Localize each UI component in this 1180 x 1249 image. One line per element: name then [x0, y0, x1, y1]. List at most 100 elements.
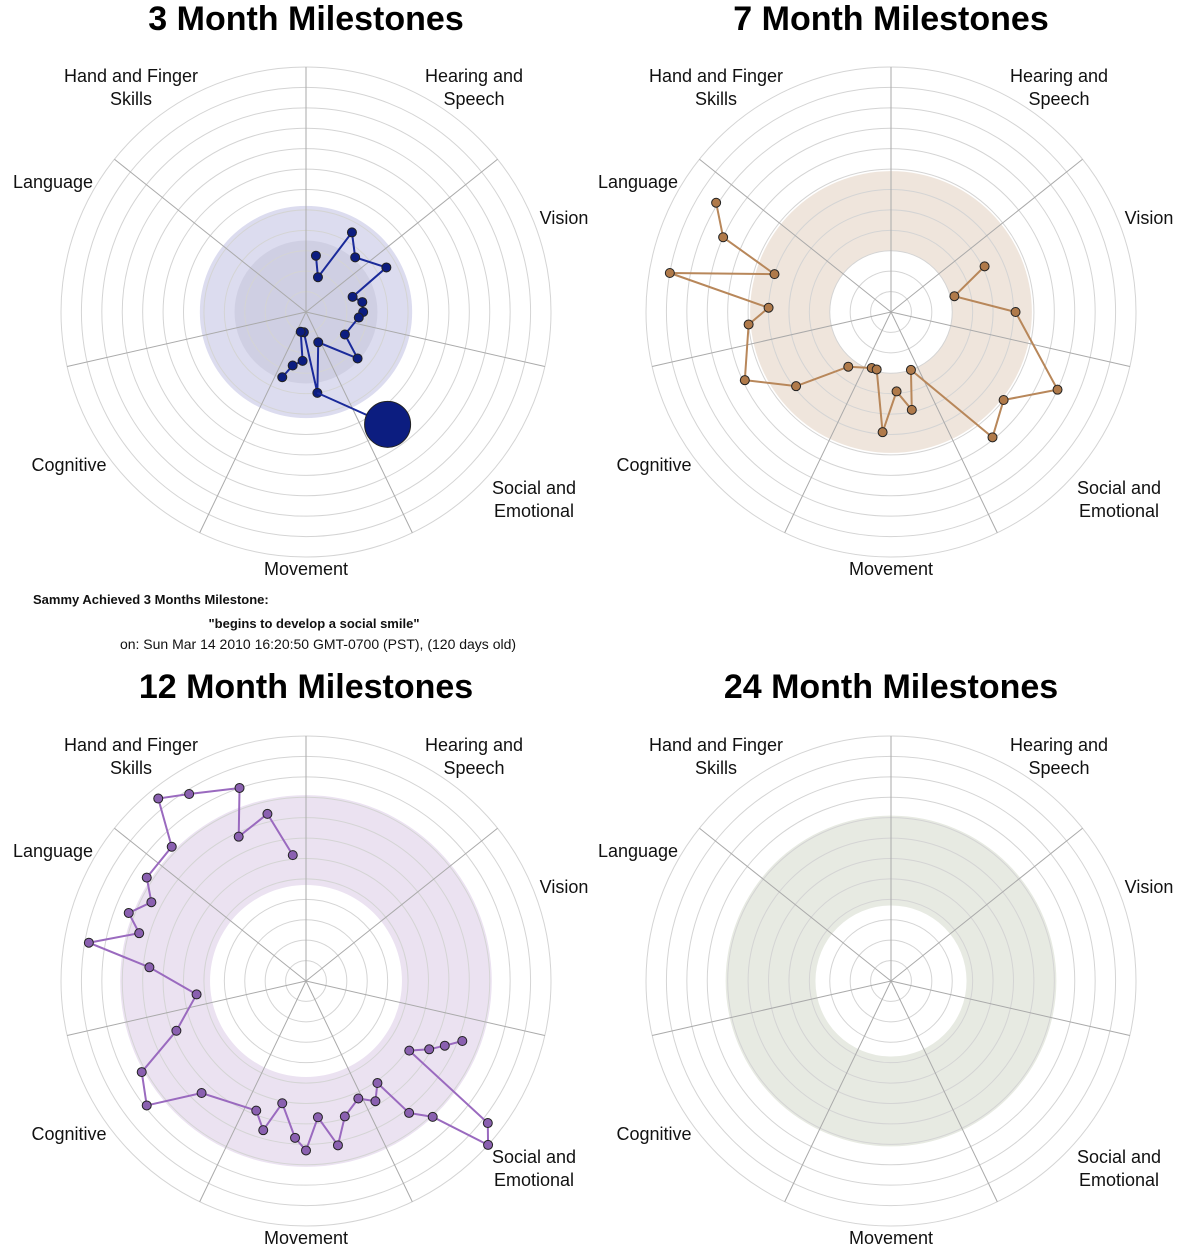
data-point — [381, 262, 392, 273]
data-point — [891, 386, 902, 397]
spoke — [652, 311, 892, 368]
data-point — [404, 1045, 415, 1056]
data-point — [871, 364, 882, 375]
data-point — [123, 907, 134, 918]
axis-label: Hearing and Speech — [424, 66, 524, 109]
data-point — [763, 302, 774, 313]
spoke — [199, 311, 307, 533]
data-point — [339, 1111, 350, 1122]
spoke — [305, 980, 413, 1202]
data-point — [146, 897, 157, 908]
data-point — [949, 291, 960, 302]
chart-title: 24 Month Milestones — [723, 668, 1059, 706]
data-point — [233, 831, 244, 842]
data-point — [769, 269, 780, 280]
data-point — [310, 250, 321, 261]
data-point — [301, 1145, 311, 1156]
chart-title: 3 Month Milestones — [148, 0, 464, 38]
data-point — [711, 197, 722, 208]
data-point — [290, 1132, 301, 1143]
axis-label: Movement — [848, 1227, 934, 1248]
data-point — [166, 841, 177, 852]
spoke — [784, 980, 892, 1202]
axis-label: Cognitive — [31, 454, 107, 475]
spoke — [305, 311, 413, 533]
data-point — [313, 337, 324, 348]
data-point — [144, 962, 155, 973]
data-point — [353, 312, 364, 323]
data-point — [287, 360, 298, 371]
spoke — [305, 827, 498, 982]
axis-label: Vision — [539, 876, 589, 897]
spoke — [784, 311, 892, 533]
chart-title: 12 Month Milestones — [138, 668, 474, 706]
data-point — [136, 1067, 147, 1078]
data-point — [743, 319, 754, 330]
axis-label: Language — [597, 840, 679, 861]
data-point — [424, 1044, 435, 1055]
spoke — [114, 827, 307, 982]
spoke — [890, 311, 998, 533]
axis-label: Cognitive — [31, 1123, 107, 1144]
axis-label: Language — [12, 840, 94, 861]
data-point — [350, 252, 361, 263]
data-point — [427, 1111, 438, 1122]
axis-label: Hand and Finger Skills — [648, 66, 784, 109]
data-point — [483, 1139, 494, 1150]
data-point — [718, 232, 729, 243]
data-point — [1052, 384, 1063, 395]
data-point — [357, 297, 368, 308]
spoke — [699, 827, 892, 982]
data-point — [372, 1078, 383, 1089]
data-point — [191, 989, 202, 1000]
data-point — [352, 353, 363, 364]
data-point — [153, 793, 164, 804]
data-point — [905, 364, 916, 375]
data-point — [251, 1105, 262, 1116]
data-point — [134, 928, 145, 939]
band — [725, 815, 1057, 1147]
data-point — [346, 227, 357, 238]
spoke — [305, 980, 545, 1037]
data-point — [184, 789, 195, 800]
annotation-heading: Sammy Achieved 3 Months Milestone: — [33, 592, 269, 607]
spoke — [699, 158, 892, 313]
spoke — [199, 980, 307, 1202]
highlight-point — [364, 400, 412, 448]
data-point — [277, 372, 288, 383]
data-point — [312, 1112, 323, 1123]
data-point — [791, 381, 802, 392]
data-point — [439, 1040, 450, 1051]
data-point — [83, 937, 94, 948]
axis-label: Movement — [848, 558, 934, 579]
axis-label: Vision — [1124, 207, 1174, 228]
axis-label: Vision — [1124, 876, 1174, 897]
chart-title: 7 Month Milestones — [733, 0, 1049, 38]
data-point — [277, 1098, 288, 1109]
spoke — [890, 980, 998, 1202]
axis-label: Hearing and Speech — [424, 735, 524, 778]
data-point — [171, 1025, 182, 1036]
spoke — [652, 980, 892, 1037]
data-point — [234, 782, 245, 793]
spoke — [890, 158, 1083, 313]
data-point — [843, 361, 854, 372]
band — [750, 171, 1032, 453]
annotation-milestone: "begins to develop a social smile" — [208, 616, 420, 631]
data-point — [370, 1096, 381, 1107]
data-point — [404, 1107, 415, 1118]
data-point — [979, 261, 990, 272]
spoke — [890, 980, 1130, 1037]
data-point — [196, 1087, 207, 1098]
annotation-date: on: Sun Mar 14 2010 16:20:50 GMT-0700 (P… — [119, 636, 517, 652]
data-point — [287, 850, 298, 861]
axis-label: Vision — [539, 207, 589, 228]
data-point — [906, 404, 917, 415]
axis-label: Movement — [263, 1227, 349, 1248]
data-point — [339, 329, 350, 340]
axis-label: Language — [12, 171, 94, 192]
axis-label: Social and Emotional — [491, 1147, 577, 1190]
axis-label: Social and Emotional — [1076, 1147, 1162, 1190]
data-point — [262, 808, 273, 819]
